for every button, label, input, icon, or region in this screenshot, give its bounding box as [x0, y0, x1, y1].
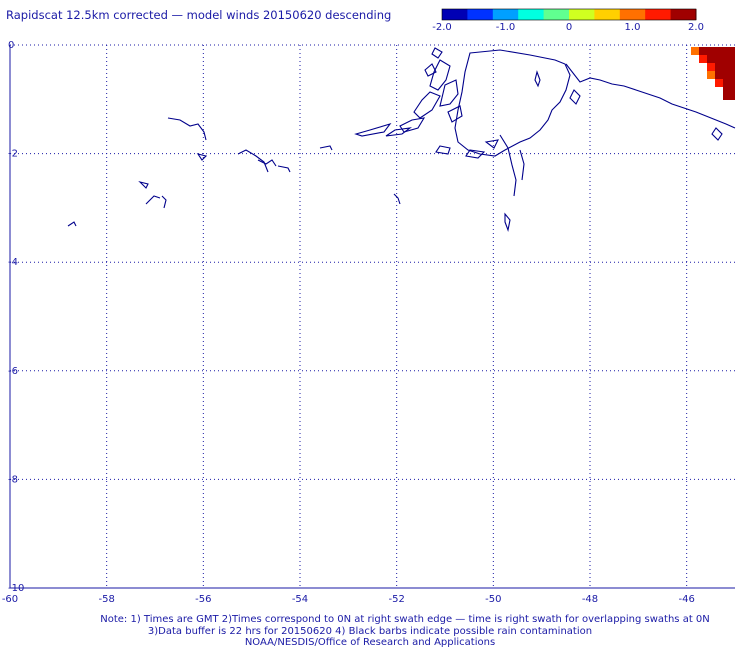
x-tick-label: -56	[195, 594, 211, 605]
colorbar-swatch	[619, 9, 646, 20]
colorbar-swatch	[492, 9, 519, 20]
grid-lines	[9, 44, 735, 589]
x-tick-label: -54	[292, 594, 308, 605]
x-axis-ticks: -60 -58 -56 -54 -52 -50 -48 -46	[2, 594, 695, 605]
colorbar-swatch	[670, 9, 697, 20]
x-tick-label: -48	[582, 594, 598, 605]
coastline	[67, 47, 736, 232]
colorbar-tick-label: -2.0	[432, 22, 452, 33]
colorbar-swatch	[518, 9, 545, 20]
colorbar-swatch	[645, 9, 672, 20]
colorbar-swatch	[442, 9, 468, 20]
wind-difference-swath	[691, 47, 735, 100]
y-tick-label: -10	[8, 583, 24, 594]
note-line-2: 3)Data buffer is 22 hrs for 20150620 4) …	[147, 625, 593, 637]
y-tick-label: -8	[8, 474, 18, 485]
colorbar-swatch	[467, 9, 494, 20]
map-title: Rapidscat 12.5km corrected — model winds…	[6, 8, 392, 22]
x-tick-label: -58	[98, 594, 114, 605]
x-tick-label: -46	[678, 594, 694, 605]
colorbar-labels: -2.0 -1.0 0 1.0 2.0	[432, 22, 704, 33]
colorbar-swatch	[543, 9, 570, 20]
colorbar-swatch	[569, 9, 595, 20]
colorbar-swatch	[594, 9, 621, 20]
colorbar-tick-label: 2.0	[688, 22, 704, 33]
note-line-3: NOAA/NESDIS/Office of Research and Appli…	[244, 637, 496, 648]
colorbar	[441, 8, 697, 21]
y-tick-label: -4	[8, 257, 18, 268]
colorbar-tick-label: -1.0	[496, 22, 516, 33]
y-tick-label: 0	[8, 40, 14, 51]
y-tick-label: -2	[8, 149, 18, 160]
y-axis-ticks: 0 -2 -4 -6 -8 -10	[8, 40, 24, 594]
x-tick-label: -60	[2, 594, 18, 605]
x-tick-label: -52	[388, 594, 404, 605]
note-line-1: Note: 1) Times are GMT 2)Times correspon…	[100, 614, 710, 625]
x-tick-label: -50	[485, 594, 501, 605]
y-tick-label: -6	[8, 366, 18, 377]
colorbar-tick-label: 0	[566, 22, 572, 33]
footer-notes: Note: 1) Times are GMT 2)Times correspon…	[0, 614, 740, 649]
colorbar-tick-label: 1.0	[625, 22, 641, 33]
